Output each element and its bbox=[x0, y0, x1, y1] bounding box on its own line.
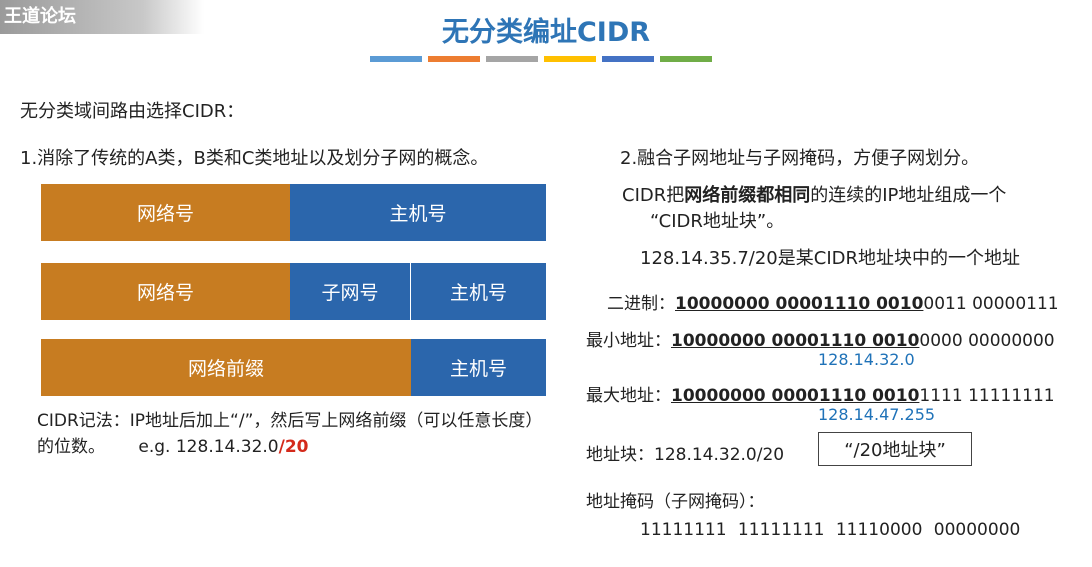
network-number-segment: 网络号 bbox=[41, 263, 290, 320]
min-address-dotted: 128.14.32.0 bbox=[818, 350, 915, 369]
classful-address-diagram: 网络号 主机号 bbox=[41, 184, 546, 241]
page-title: 无分类编址CIDR bbox=[441, 17, 651, 48]
stripe bbox=[486, 56, 538, 62]
description-bold: 网络前缀都相同 bbox=[684, 185, 811, 206]
address-mask-label: 地址掩码（子网掩码）： bbox=[586, 492, 765, 512]
host-number-segment: 主机号 bbox=[410, 263, 546, 320]
example-prefix-length: /20 bbox=[278, 437, 309, 457]
point-2: 2.融合子网地址与子网掩码，方便子网划分。 bbox=[620, 148, 980, 169]
network-number-segment: 网络号 bbox=[41, 184, 290, 241]
address-block-box: “/20地址块” bbox=[818, 432, 972, 466]
binary-label: 二进制： bbox=[607, 294, 675, 314]
host-number-segment: 主机号 bbox=[411, 339, 546, 396]
min-address-label: 最小地址： bbox=[586, 331, 671, 351]
address-mask-value: 11111111 11111111 11110000 00000000 bbox=[640, 520, 1021, 540]
binary-prefix: 10000000 00001110 0010 bbox=[675, 294, 924, 314]
subnet-number-segment: 子网号 bbox=[290, 263, 410, 320]
stripe bbox=[602, 56, 654, 62]
stripe bbox=[370, 56, 422, 62]
address-block-label: 地址块：128.14.32.0/20 bbox=[586, 445, 785, 465]
cidr-description: CIDR把网络前缀都相同的连续的IP地址组成一个 “CIDR地址块”。 bbox=[622, 183, 1006, 235]
binary-row: 二进制：10000000 00001110 00100011 00000111 bbox=[607, 289, 1059, 314]
watermark: 王道论坛 bbox=[0, 0, 204, 34]
cidr-notation-text: CIDR记法：IP地址后加上“/”，然后写上网络前缀（可以任意长度）的位数。 bbox=[37, 411, 543, 457]
min-address-row: 最小地址：10000000 00001110 00100000 00000000 bbox=[586, 326, 1055, 351]
stripe bbox=[428, 56, 480, 62]
host-number-segment: 主机号 bbox=[290, 184, 546, 241]
binary-rest: 0011 00000111 bbox=[923, 294, 1059, 314]
max-address-dotted: 128.14.47.255 bbox=[818, 405, 936, 424]
stripe bbox=[544, 56, 596, 62]
max-address-row: 最大地址：10000000 00001110 00101111 11111111 bbox=[586, 381, 1055, 406]
description-part-2: 的连续的IP地址组成一个 bbox=[810, 185, 1007, 206]
min-address-rest: 0000 00000000 bbox=[919, 331, 1055, 351]
max-address-rest: 1111 11111111 bbox=[919, 386, 1055, 406]
stripe bbox=[660, 56, 712, 62]
max-address-label: 最大地址： bbox=[586, 386, 671, 406]
cidr-notation-note: CIDR记法：IP地址后加上“/”，然后写上网络前缀（可以任意长度）的位数。 e… bbox=[37, 408, 557, 460]
intro-text: 无分类域间路由选择CIDR： bbox=[20, 101, 245, 122]
min-address-prefix: 10000000 00001110 0010 bbox=[671, 331, 920, 351]
title-stripes bbox=[370, 56, 712, 62]
example-address-line: 128.14.35.7/20是某CIDR地址块中的一个地址 bbox=[640, 248, 1020, 269]
cidr-address-diagram: 网络前缀 主机号 bbox=[41, 339, 546, 396]
example-address: e.g. 128.14.32.0 bbox=[138, 437, 279, 457]
network-prefix-segment: 网络前缀 bbox=[41, 339, 411, 396]
max-address-prefix: 10000000 00001110 0010 bbox=[671, 386, 920, 406]
point-1: 1.消除了传统的A类，B类和C类地址以及划分子网的概念。 bbox=[20, 148, 489, 169]
description-line-2: “CIDR地址块”。 bbox=[650, 211, 785, 232]
subnet-address-diagram: 网络号 子网号 主机号 bbox=[41, 263, 546, 320]
description-part-1: CIDR把 bbox=[622, 185, 685, 206]
